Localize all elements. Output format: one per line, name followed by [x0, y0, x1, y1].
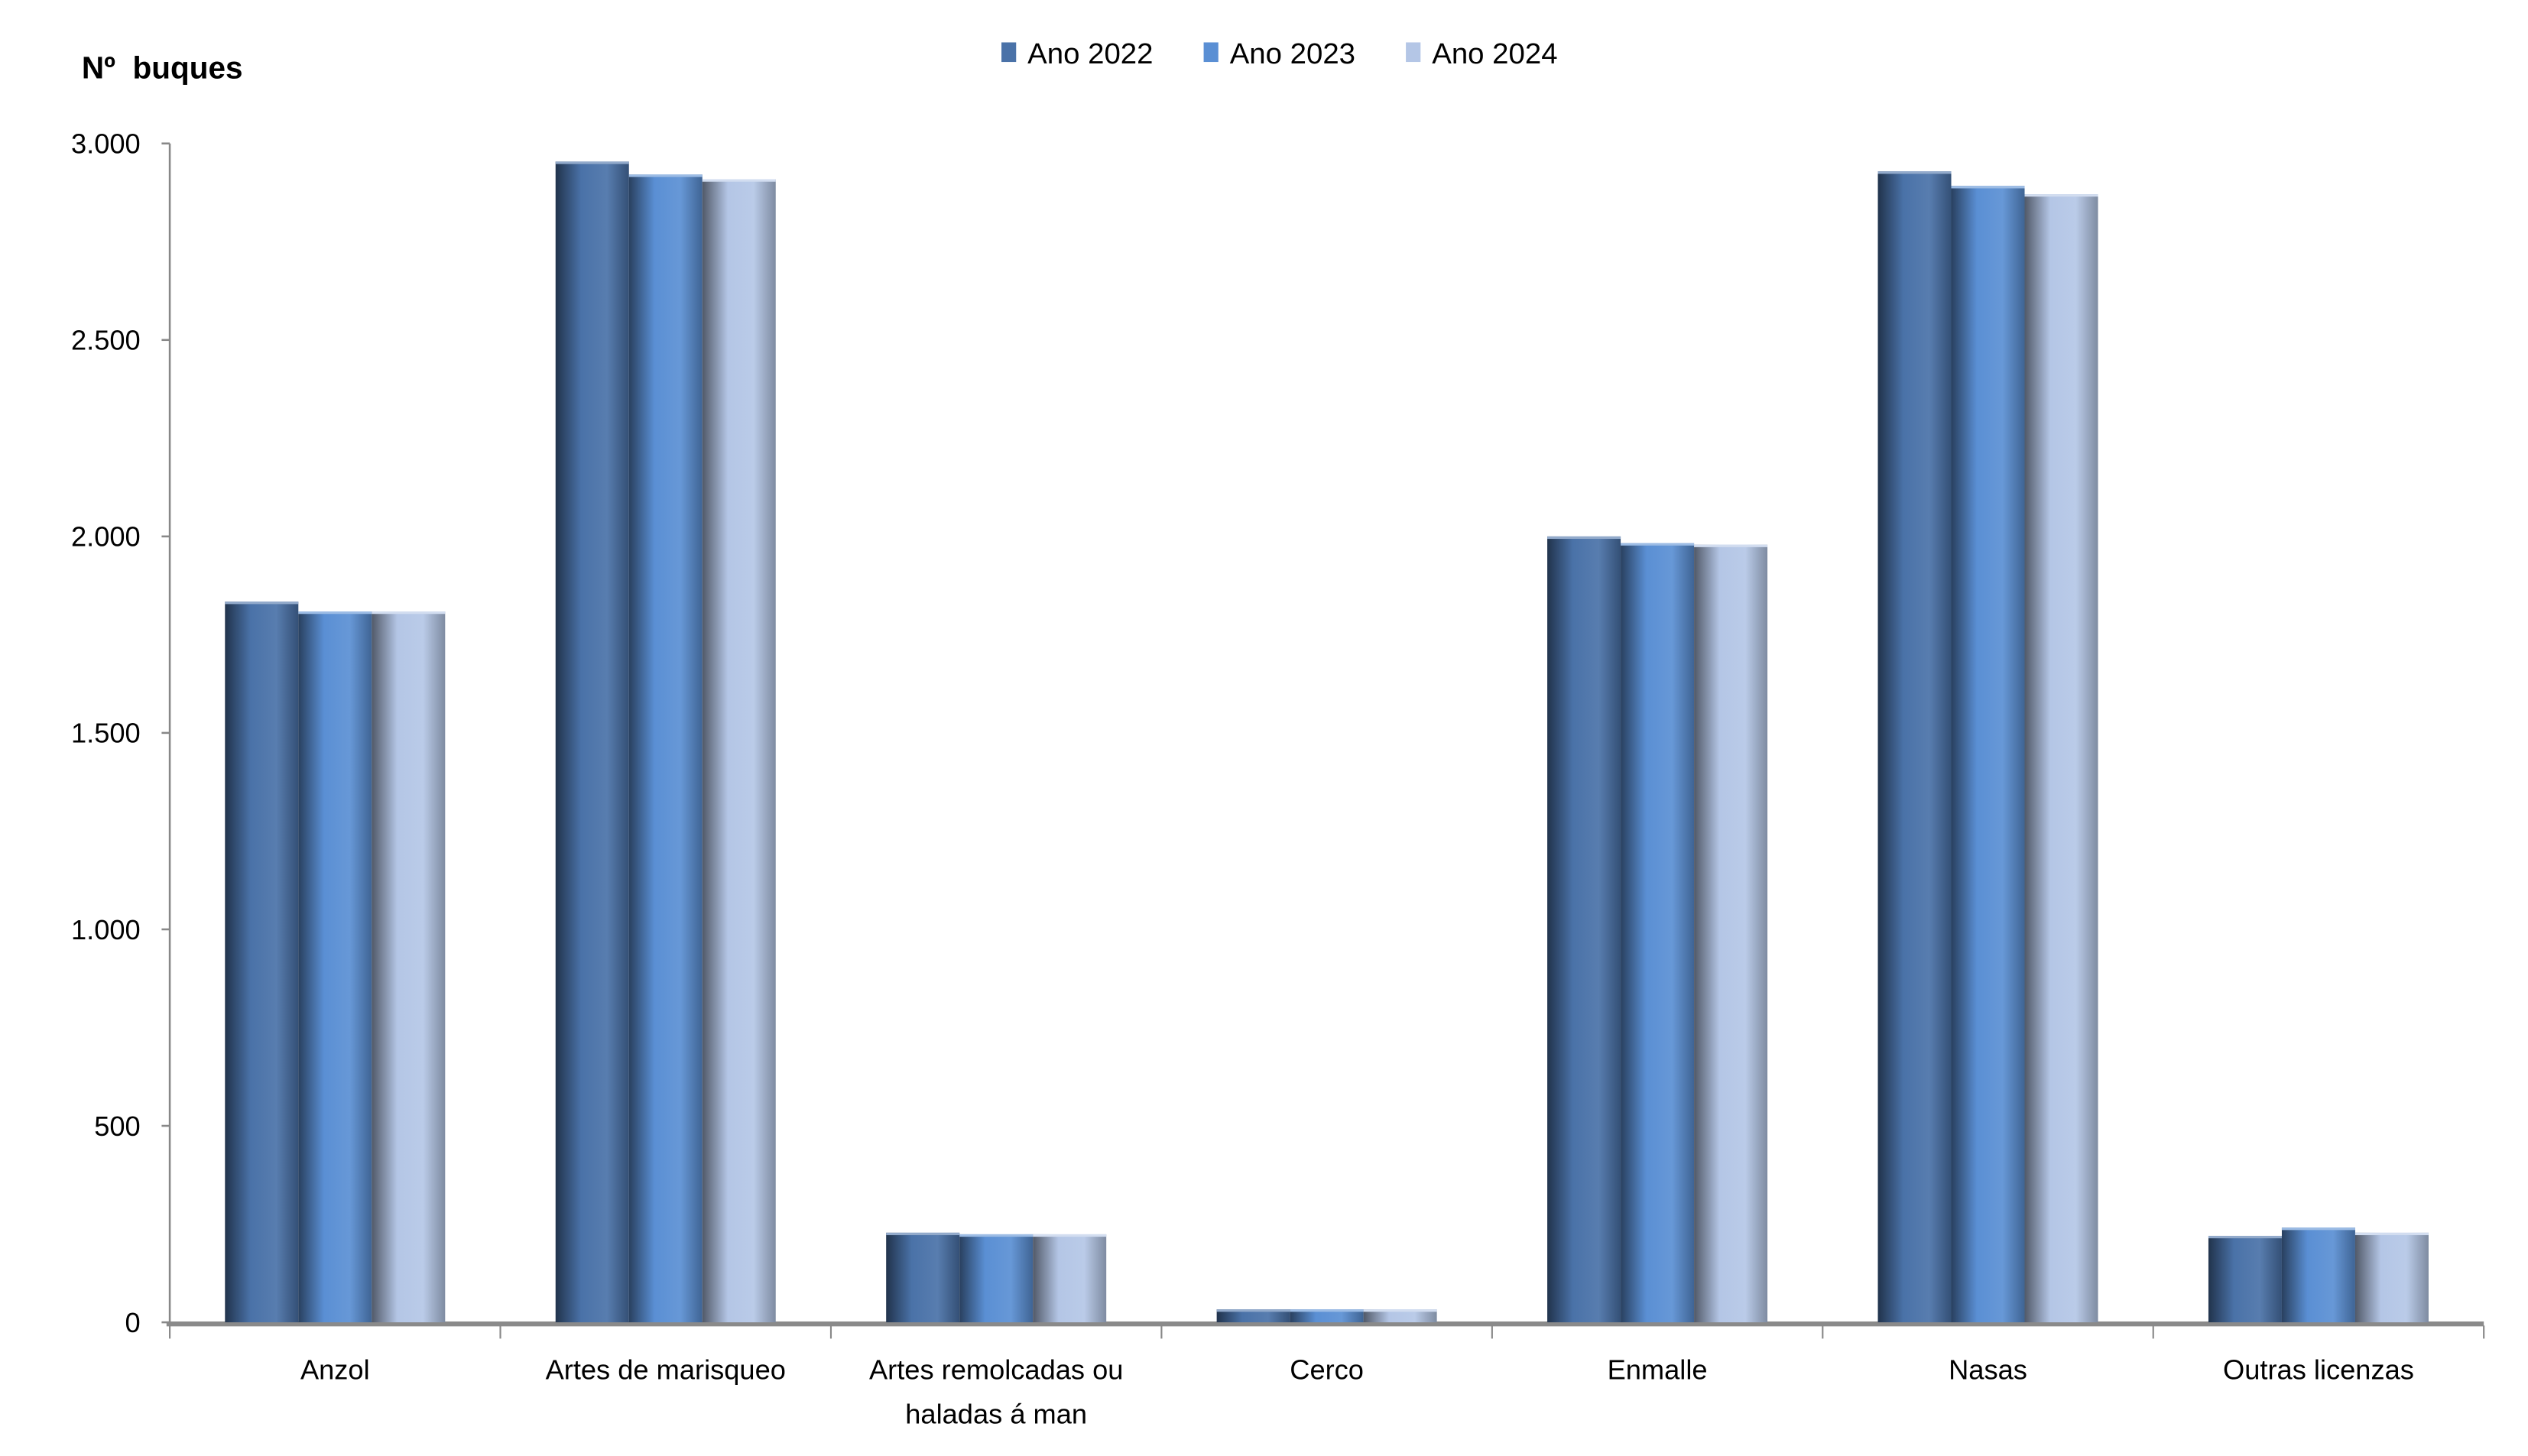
bar-top-highlight: [886, 1232, 960, 1236]
x-tick-label: haladas á man: [905, 1398, 1087, 1429]
x-tick-label: Enmalle: [1608, 1354, 1708, 1386]
x-tick-label: Cerco: [1290, 1354, 1364, 1386]
bar-top-highlight: [1694, 544, 1768, 547]
bar-top-highlight: [959, 1234, 1034, 1237]
x-tick-label: Artes remolcadas ou: [869, 1354, 1123, 1386]
y-tick-label: 2.500: [71, 325, 141, 356]
legend-swatch: [1203, 42, 1219, 63]
bar: [1694, 544, 1768, 1323]
bar: [2024, 194, 2098, 1323]
y-tick-label: 500: [94, 1111, 140, 1142]
y-tick-label: 1.500: [71, 718, 141, 749]
bar: [298, 611, 372, 1323]
bar-top-highlight: [628, 174, 703, 177]
bar: [1363, 1309, 1437, 1323]
legend-swatch: [1001, 42, 1017, 63]
bar: [225, 602, 299, 1323]
bar-top-highlight: [1363, 1309, 1437, 1312]
bar-top-highlight: [2354, 1232, 2429, 1236]
legend: Ano 2022 Ano 2023 Ano 2024: [1001, 37, 1558, 70]
bar-top-highlight: [702, 179, 776, 182]
bar-top-highlight: [1290, 1309, 1364, 1312]
legend-label: Ano 2024: [1432, 37, 1557, 70]
x-tick-label: Nasas: [1949, 1354, 2027, 1386]
y-tick-label: 1.000: [71, 914, 141, 945]
y-tick-label: 3.000: [71, 128, 141, 160]
bar-top-highlight: [2024, 194, 2098, 197]
x-tick-label: Artes de marisqueo: [546, 1354, 786, 1386]
bar: [702, 179, 776, 1323]
bar: [628, 174, 703, 1323]
bar-top-highlight: [1547, 536, 1621, 540]
bar-top-highlight: [1216, 1309, 1290, 1312]
bar: [1877, 171, 1952, 1323]
legend-swatch: [1406, 42, 1421, 63]
bar-top-highlight: [298, 611, 372, 615]
bar: [1547, 536, 1621, 1323]
legend-label: Ano 2022: [1027, 37, 1153, 70]
bar: [2281, 1227, 2355, 1323]
x-tick-label: Outras licenzas: [2223, 1354, 2414, 1386]
bar: [372, 611, 446, 1323]
y-tick-label: 0: [125, 1307, 141, 1338]
y-axis-label: Nº buques: [82, 50, 243, 85]
bars: [225, 161, 2429, 1323]
bar: [1033, 1234, 1107, 1323]
bar-top-highlight: [1951, 186, 2025, 189]
bar: [2354, 1232, 2429, 1323]
bar-top-highlight: [555, 161, 629, 164]
axes: 0 500 1.000 1.500 2.000 2.500 3.000 Anzol Artes …: [71, 128, 2485, 1429]
y-tick-label: 2.000: [71, 521, 141, 553]
bar: [2208, 1235, 2282, 1323]
x-tick-label: Anzol: [300, 1354, 370, 1386]
bar: [555, 161, 629, 1323]
bar-top-highlight: [1033, 1234, 1107, 1237]
bar-top-highlight: [372, 611, 446, 615]
bar: [1216, 1309, 1290, 1323]
bar-top-highlight: [1877, 171, 1952, 174]
bar-top-highlight: [2281, 1227, 2355, 1231]
bar: [1951, 186, 2025, 1323]
bar: [959, 1234, 1034, 1323]
bar: [886, 1232, 960, 1323]
bar: [1621, 543, 1695, 1323]
bar: [1290, 1309, 1364, 1323]
bar-top-highlight: [2208, 1235, 2282, 1239]
bar-top-highlight: [1621, 543, 1695, 546]
legend-label: Ano 2023: [1230, 37, 1355, 70]
bar-top-highlight: [225, 602, 299, 605]
